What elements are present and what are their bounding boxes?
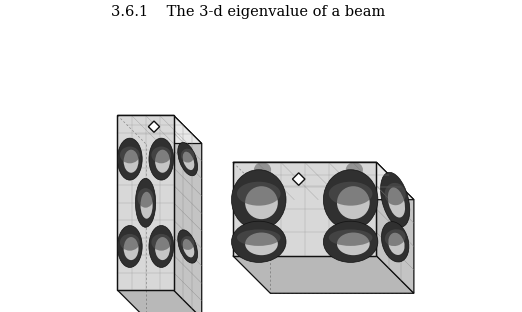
- Ellipse shape: [382, 222, 409, 262]
- Ellipse shape: [178, 230, 198, 263]
- Ellipse shape: [120, 234, 140, 251]
- Ellipse shape: [149, 226, 174, 267]
- Polygon shape: [148, 121, 160, 132]
- Ellipse shape: [337, 186, 370, 219]
- Ellipse shape: [323, 170, 378, 230]
- Ellipse shape: [124, 237, 138, 260]
- Ellipse shape: [151, 147, 171, 163]
- Ellipse shape: [329, 182, 372, 206]
- Polygon shape: [233, 256, 414, 293]
- Ellipse shape: [231, 170, 286, 230]
- Ellipse shape: [388, 188, 405, 217]
- Ellipse shape: [155, 237, 170, 260]
- Ellipse shape: [337, 232, 370, 255]
- Ellipse shape: [245, 186, 278, 219]
- Polygon shape: [233, 162, 376, 256]
- Ellipse shape: [155, 150, 170, 173]
- Polygon shape: [174, 115, 201, 312]
- Ellipse shape: [245, 232, 278, 255]
- Polygon shape: [117, 115, 201, 144]
- Polygon shape: [233, 162, 414, 200]
- Ellipse shape: [117, 226, 142, 267]
- Ellipse shape: [137, 188, 153, 208]
- Ellipse shape: [388, 233, 405, 255]
- Ellipse shape: [117, 138, 142, 180]
- Polygon shape: [117, 115, 174, 290]
- Ellipse shape: [254, 162, 271, 177]
- Ellipse shape: [181, 149, 195, 163]
- Ellipse shape: [181, 236, 195, 250]
- Ellipse shape: [385, 183, 406, 205]
- Ellipse shape: [149, 138, 174, 180]
- Ellipse shape: [183, 152, 194, 170]
- Ellipse shape: [178, 143, 198, 176]
- Ellipse shape: [124, 150, 138, 173]
- Polygon shape: [376, 162, 414, 293]
- Polygon shape: [117, 290, 201, 312]
- Ellipse shape: [323, 221, 378, 262]
- Polygon shape: [292, 173, 305, 185]
- Ellipse shape: [237, 229, 280, 246]
- Ellipse shape: [385, 229, 406, 246]
- Ellipse shape: [140, 192, 152, 219]
- Ellipse shape: [183, 239, 194, 257]
- Ellipse shape: [231, 221, 286, 262]
- Ellipse shape: [120, 147, 140, 163]
- Ellipse shape: [135, 178, 156, 227]
- Text: 3.6.1    The 3-d eigenvalue of a beam: 3.6.1 The 3-d eigenvalue of a beam: [111, 5, 385, 19]
- Ellipse shape: [237, 182, 280, 206]
- Ellipse shape: [346, 162, 363, 177]
- Ellipse shape: [329, 229, 372, 246]
- Ellipse shape: [381, 172, 410, 227]
- Ellipse shape: [151, 234, 171, 251]
